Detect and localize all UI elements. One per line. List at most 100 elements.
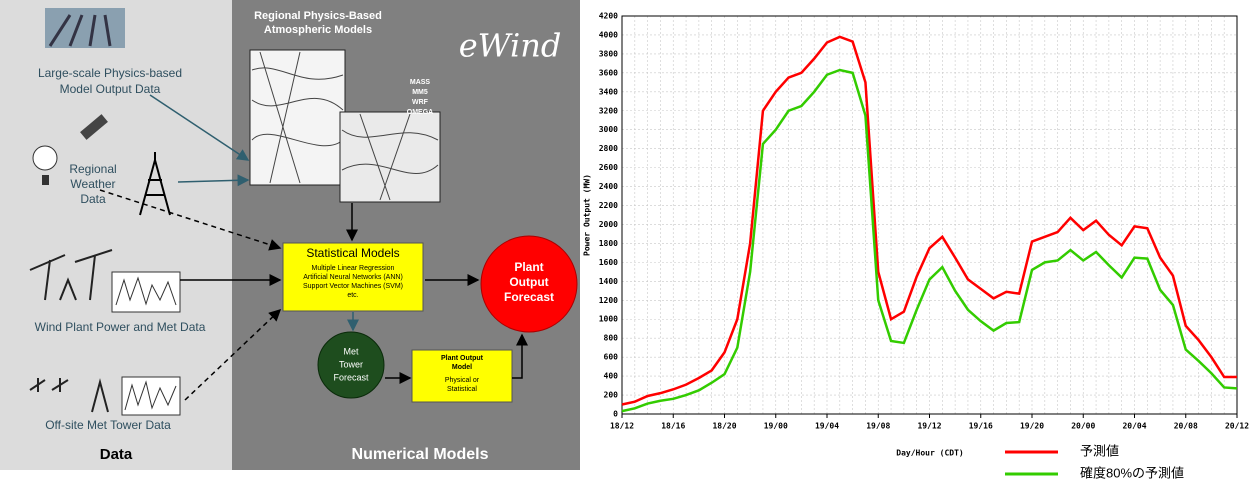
met-label: Tower: [339, 359, 363, 369]
y-tick-label: 200: [604, 391, 619, 400]
physics-label: Regional Physics-Based: [254, 10, 382, 22]
y-tick-label: 600: [604, 353, 619, 362]
y-tick-label: 3800: [599, 49, 618, 58]
graph-icon-line: [124, 380, 177, 411]
x-tick-label: 19/20: [1020, 422, 1044, 431]
balloon-icon: [32, 145, 58, 171]
forecast-label: Forecast: [504, 290, 554, 304]
y-tick-label: 4000: [599, 30, 618, 39]
datacenter-icon: [45, 8, 125, 48]
source-label: Large-scale Physics-based: [38, 66, 182, 80]
source-label: Data: [80, 192, 106, 206]
statistical-box: [282, 242, 424, 312]
met-circle: [317, 331, 385, 399]
box-title: Statistical Models: [306, 246, 399, 260]
y-tick-label: 1800: [599, 239, 618, 248]
datacenter-racks: [48, 14, 112, 47]
box-item: Artificial Neural Networks (ANN): [303, 274, 403, 281]
x-tick-label: 19/16: [969, 422, 993, 431]
box-item: Multiple Linear Regression: [312, 265, 395, 272]
tower-icon: [139, 152, 171, 216]
legend-label: 確度80%の予測値: [1080, 465, 1184, 480]
tower-icon: [91, 378, 109, 413]
legend-label: 予測値: [1080, 443, 1119, 458]
box-title: Model: [452, 364, 472, 371]
satellite-icon: [80, 114, 108, 140]
met-label: Met: [343, 346, 359, 356]
weather-map: [249, 49, 346, 186]
y-tick-label: 4200: [599, 12, 618, 21]
arrow: [177, 174, 250, 187]
source-label: Regional: [69, 162, 116, 176]
x-tick-label: 18/16: [661, 422, 685, 431]
panel-title: Data: [100, 446, 133, 463]
y-tick-label: 2000: [599, 220, 618, 229]
y-tick-label: 800: [604, 334, 619, 343]
y-tick-label: 3400: [599, 87, 618, 96]
y-axis-label: Power Output (MW): [583, 174, 592, 256]
graph-icon-line: [115, 276, 177, 306]
y-tick-label: 1200: [599, 296, 618, 305]
arrow: [512, 333, 528, 379]
y-tick-label: 400: [604, 372, 619, 381]
x-tick-label: 18/20: [712, 422, 736, 431]
model-name: WRF: [412, 99, 429, 106]
model-name: MM5: [412, 89, 428, 96]
x-tick-label: 20/00: [1071, 422, 1095, 431]
brand: eWind: [459, 27, 562, 65]
x-tick-label: 20/08: [1174, 422, 1198, 431]
source-label: Wind Plant Power and Met Data: [35, 320, 206, 334]
box-item: Physical or: [445, 377, 480, 384]
map-lines: [341, 113, 439, 201]
source-label: Model Output Data: [60, 82, 161, 96]
forecast-label: Output: [509, 275, 548, 289]
x-tick-label: 20/04: [1122, 422, 1146, 431]
met-label: Forecast: [333, 372, 369, 382]
x-axis-label: Day/Hour (CDT): [896, 449, 963, 458]
y-tick-label: 2200: [599, 201, 618, 210]
balloon-box: [42, 175, 49, 185]
box-item: Support Vector Machines (SVM): [303, 283, 403, 290]
y-tick-label: 2800: [599, 144, 618, 153]
graph-icon: [111, 271, 181, 313]
series-line: [621, 35, 1237, 406]
y-tick-label: 1600: [599, 258, 618, 267]
x-tick-label: 19/12: [917, 422, 941, 431]
met-icon: [29, 378, 69, 392]
forecast-circle: [480, 235, 578, 333]
plot-frame: [621, 15, 1238, 415]
x-tick-label: 19/00: [764, 422, 788, 431]
series-line: [621, 68, 1238, 413]
panel-title: Numerical Models: [352, 446, 489, 463]
tower-icon: [59, 277, 77, 301]
source-label: Off-site Met Tower Data: [45, 418, 171, 432]
x-tick-label: 19/04: [815, 422, 839, 431]
forecast-label: Plant: [514, 260, 543, 274]
weather-map: [339, 111, 441, 203]
y-tick-label: 1000: [599, 315, 618, 324]
x-tick-label: 19/08: [866, 422, 890, 431]
diagram: Large-scale Physics-based Model Output D…: [0, 0, 580, 470]
source-label: Weather: [70, 177, 115, 191]
chart: Power Output (MW) Day/Hour (CDT): [583, 174, 964, 457]
model-name: OMEGA: [407, 109, 433, 116]
y-tick-label: 2600: [599, 163, 618, 172]
physics-label: Atmospheric Models: [264, 24, 372, 36]
y-tick-label: 1400: [599, 277, 618, 286]
y-tick-label: 2400: [599, 182, 618, 191]
arrow: [99, 189, 282, 251]
box-item: etc.: [347, 292, 358, 299]
x-tick-label: 20/12: [1225, 422, 1249, 431]
y-tick-label: 0: [613, 410, 618, 419]
y-tick-label: 3000: [599, 125, 618, 134]
model-name: MASS: [410, 79, 431, 86]
arrow: [149, 94, 250, 161]
box-item: Statistical: [447, 386, 477, 393]
map-lines: [251, 51, 344, 184]
plant-model-box: [411, 349, 513, 403]
graph-icon: [121, 376, 181, 416]
box-title: Plant Output: [441, 355, 484, 362]
y-tick-label: 3200: [599, 106, 618, 115]
turbine-icon: [29, 249, 113, 301]
